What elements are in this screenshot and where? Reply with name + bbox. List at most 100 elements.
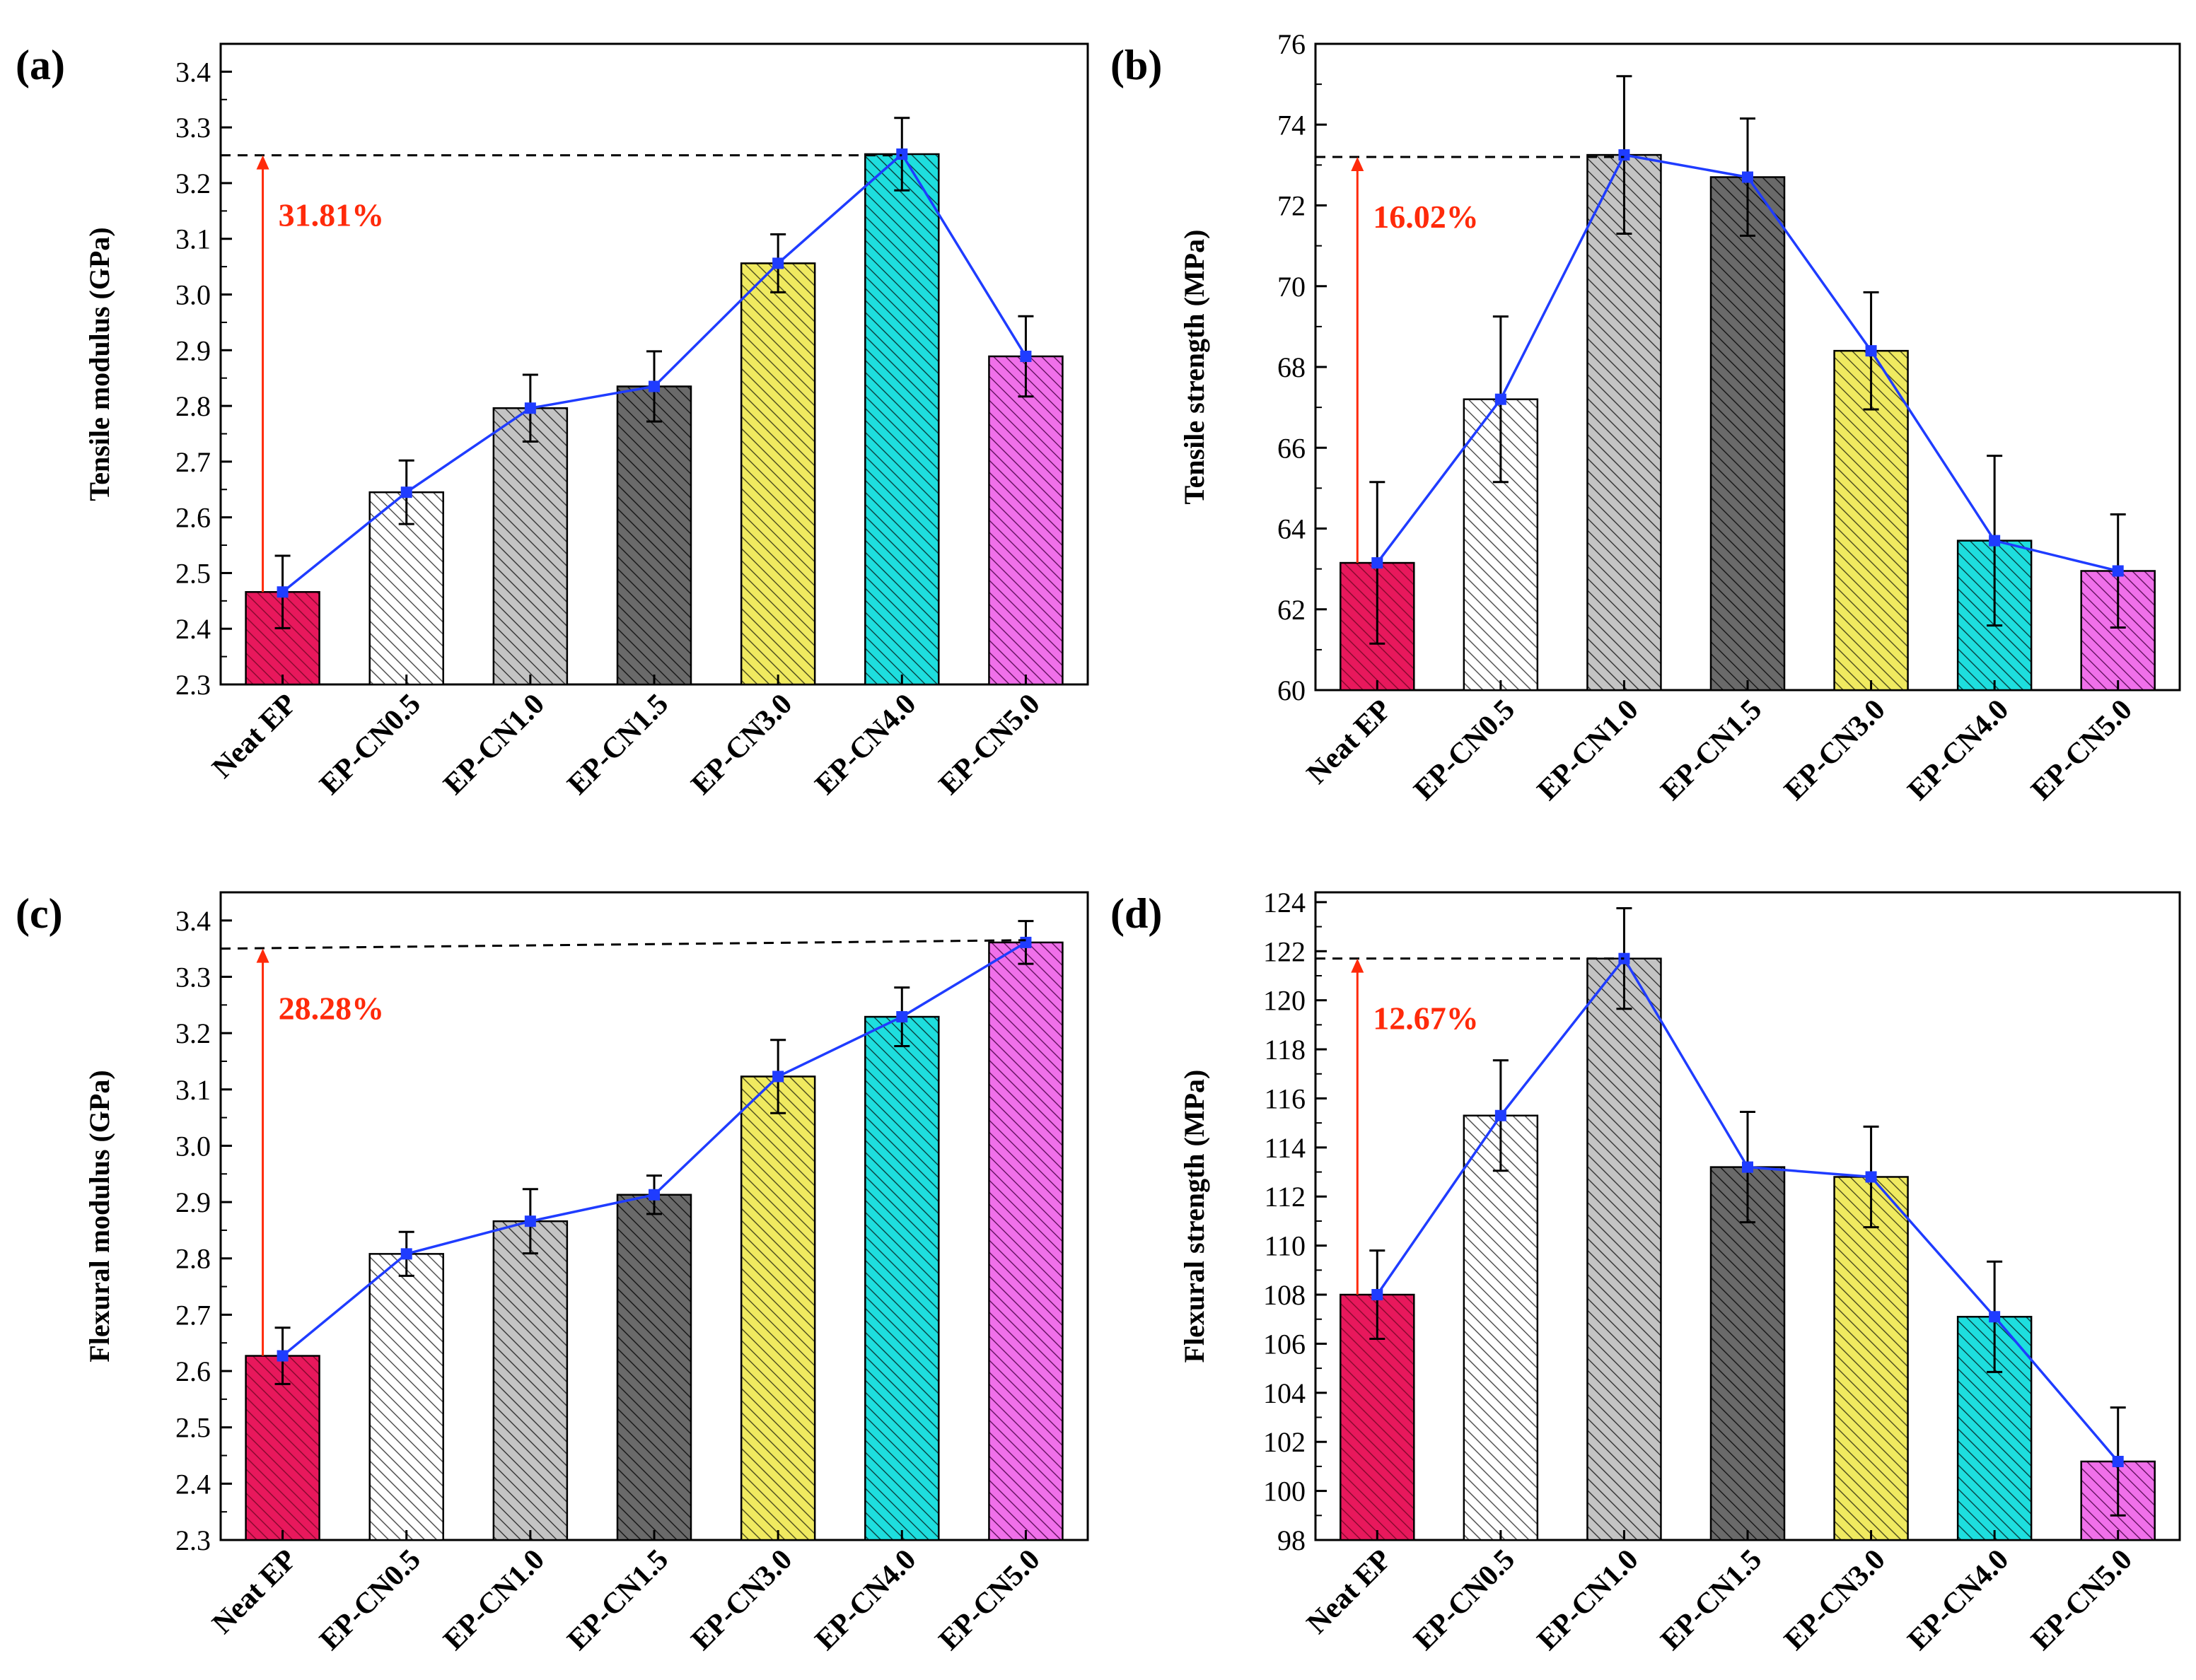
y-tick-label: 2.3 — [175, 1524, 211, 1556]
data-point — [400, 1248, 412, 1260]
bar — [740, 262, 816, 686]
y-tick-label: 98 — [1277, 1524, 1306, 1556]
y-tick-label: 3.0 — [175, 1130, 211, 1162]
increase-percent-label: 28.28% — [279, 991, 384, 1027]
data-point — [277, 1350, 289, 1362]
y-tick-label: 74 — [1277, 109, 1306, 141]
x-tick-label: EP-CN1.0 — [1531, 694, 1644, 807]
y-tick-label: 2.6 — [175, 502, 211, 534]
data-point — [1371, 557, 1383, 569]
y-tick-label: 2.4 — [175, 1468, 211, 1500]
data-point — [277, 586, 289, 598]
x-tick-label: EP-CN1.0 — [438, 1544, 551, 1657]
x-tick-label: EP-CN1.5 — [562, 688, 675, 801]
x-tick-label: EP-CN5.0 — [2025, 1544, 2138, 1657]
data-point — [1865, 1171, 1877, 1183]
data-point — [896, 1011, 908, 1023]
panel-d: 98 100 102 104 106 108 110 112 114 116 118 120 122 12… — [1110, 887, 2181, 1657]
y-tick-label: 3.1 — [175, 223, 211, 255]
data-point — [2112, 1455, 2124, 1467]
x-tick-label: EP-CN3.0 — [685, 688, 798, 801]
x-tick-label: EP-CN4.0 — [1902, 1544, 2015, 1657]
x-tick-label: EP-CN3.0 — [685, 1544, 798, 1657]
y-tick-label: 2.5 — [175, 1412, 211, 1444]
y-tick-label: 3.0 — [175, 279, 211, 311]
reference-dashed-line — [220, 939, 1026, 950]
y-tick-label: 2.9 — [175, 1186, 211, 1218]
x-tick-label: EP-CN4.0 — [809, 1544, 922, 1657]
data-point — [524, 402, 536, 414]
y-axis-label: Tensile strength (MPa) — [1178, 230, 1210, 505]
increase-arrow-head — [256, 155, 269, 170]
y-tick-label: 102 — [1263, 1426, 1306, 1458]
y-tick-label: 2.8 — [175, 1243, 211, 1275]
y-tick-label: 124 — [1263, 887, 1306, 918]
y-tick-label: 3.1 — [175, 1074, 211, 1106]
data-point — [896, 148, 908, 160]
increase-percent-label: 31.81% — [279, 197, 384, 233]
y-tick-label: 66 — [1277, 432, 1306, 464]
bar — [740, 1075, 816, 1541]
data-point — [1020, 350, 1032, 362]
y-tick-label: 2.9 — [175, 334, 211, 366]
y-tick-label: 104 — [1263, 1377, 1306, 1409]
y-tick-label: 70 — [1277, 271, 1306, 303]
y-tick-label: 2.7 — [175, 446, 211, 478]
data-point — [1742, 1161, 1753, 1173]
bar — [1833, 1176, 1909, 1541]
y-tick-label: 122 — [1263, 935, 1306, 967]
x-tick-label: EP-CN0.5 — [313, 1544, 426, 1657]
data-point — [1865, 345, 1877, 357]
x-tick-label: EP-CN1.5 — [1655, 1544, 1768, 1657]
y-tick-label: 112 — [1264, 1181, 1306, 1213]
x-tick-label: EP-CN3.0 — [1778, 1544, 1891, 1657]
bar — [368, 1253, 444, 1541]
y-tick-label: 2.4 — [175, 613, 211, 645]
increase-percent-label: 16.02% — [1373, 199, 1478, 235]
bar — [1586, 153, 1662, 692]
increase-arrow-head — [1351, 156, 1364, 171]
y-tick-label: 2.3 — [175, 669, 211, 701]
data-point — [524, 1215, 536, 1227]
x-tick-label: EP-CN0.5 — [313, 688, 426, 801]
y-axis-label: Tensile modulus (GPa) — [83, 227, 115, 501]
panel-label: (a) — [16, 42, 65, 88]
y-axis-label: Flexural strength (MPa) — [1178, 1070, 1210, 1363]
y-tick-label: 2.6 — [175, 1355, 211, 1387]
y-tick-label: 116 — [1264, 1083, 1306, 1114]
y-tick-label: 120 — [1263, 985, 1306, 1017]
increase-percent-label: 12.67% — [1373, 1001, 1478, 1037]
panel-label: (b) — [1110, 42, 1162, 88]
y-tick-label: 3.3 — [175, 112, 211, 144]
data-point — [1020, 936, 1032, 948]
x-tick-label: EP-CN4.0 — [809, 688, 922, 801]
bar — [988, 941, 1064, 1541]
panel-label: (c) — [16, 890, 63, 937]
x-tick-label: Neat EP — [206, 1544, 303, 1640]
x-tick-label: Neat EP — [206, 688, 303, 785]
x-tick-label: Neat EP — [1301, 1544, 1398, 1640]
y-tick-label: 100 — [1263, 1476, 1306, 1507]
data-point — [772, 257, 784, 269]
y-tick-label: 60 — [1277, 675, 1306, 706]
y-axis-label: Flexural modulus (GPa) — [83, 1070, 115, 1362]
x-tick-label: EP-CN4.0 — [1902, 694, 2015, 807]
x-tick-label: Neat EP — [1301, 694, 1398, 791]
bar — [616, 385, 692, 686]
panel-a: 2.3 2.4 2.5 2.6 2.7 2.8 2.9 3.0 3.1 3.2 3.3 3.4 Tens… — [16, 42, 1089, 801]
data-point — [1989, 535, 2001, 547]
data-point — [1494, 1109, 1506, 1121]
y-tick-label: 2.7 — [175, 1299, 211, 1331]
bar — [864, 153, 940, 686]
bar — [492, 407, 569, 686]
y-tick-label: 110 — [1264, 1230, 1306, 1262]
y-tick-label: 3.3 — [175, 961, 211, 993]
y-tick-label: 72 — [1277, 190, 1306, 222]
y-tick-label: 108 — [1263, 1279, 1306, 1311]
bar — [1586, 957, 1662, 1541]
y-tick-label: 118 — [1264, 1034, 1306, 1066]
x-tick-label: EP-CN3.0 — [1778, 694, 1891, 807]
bar — [988, 355, 1064, 686]
y-tick-label: 62 — [1277, 594, 1306, 626]
